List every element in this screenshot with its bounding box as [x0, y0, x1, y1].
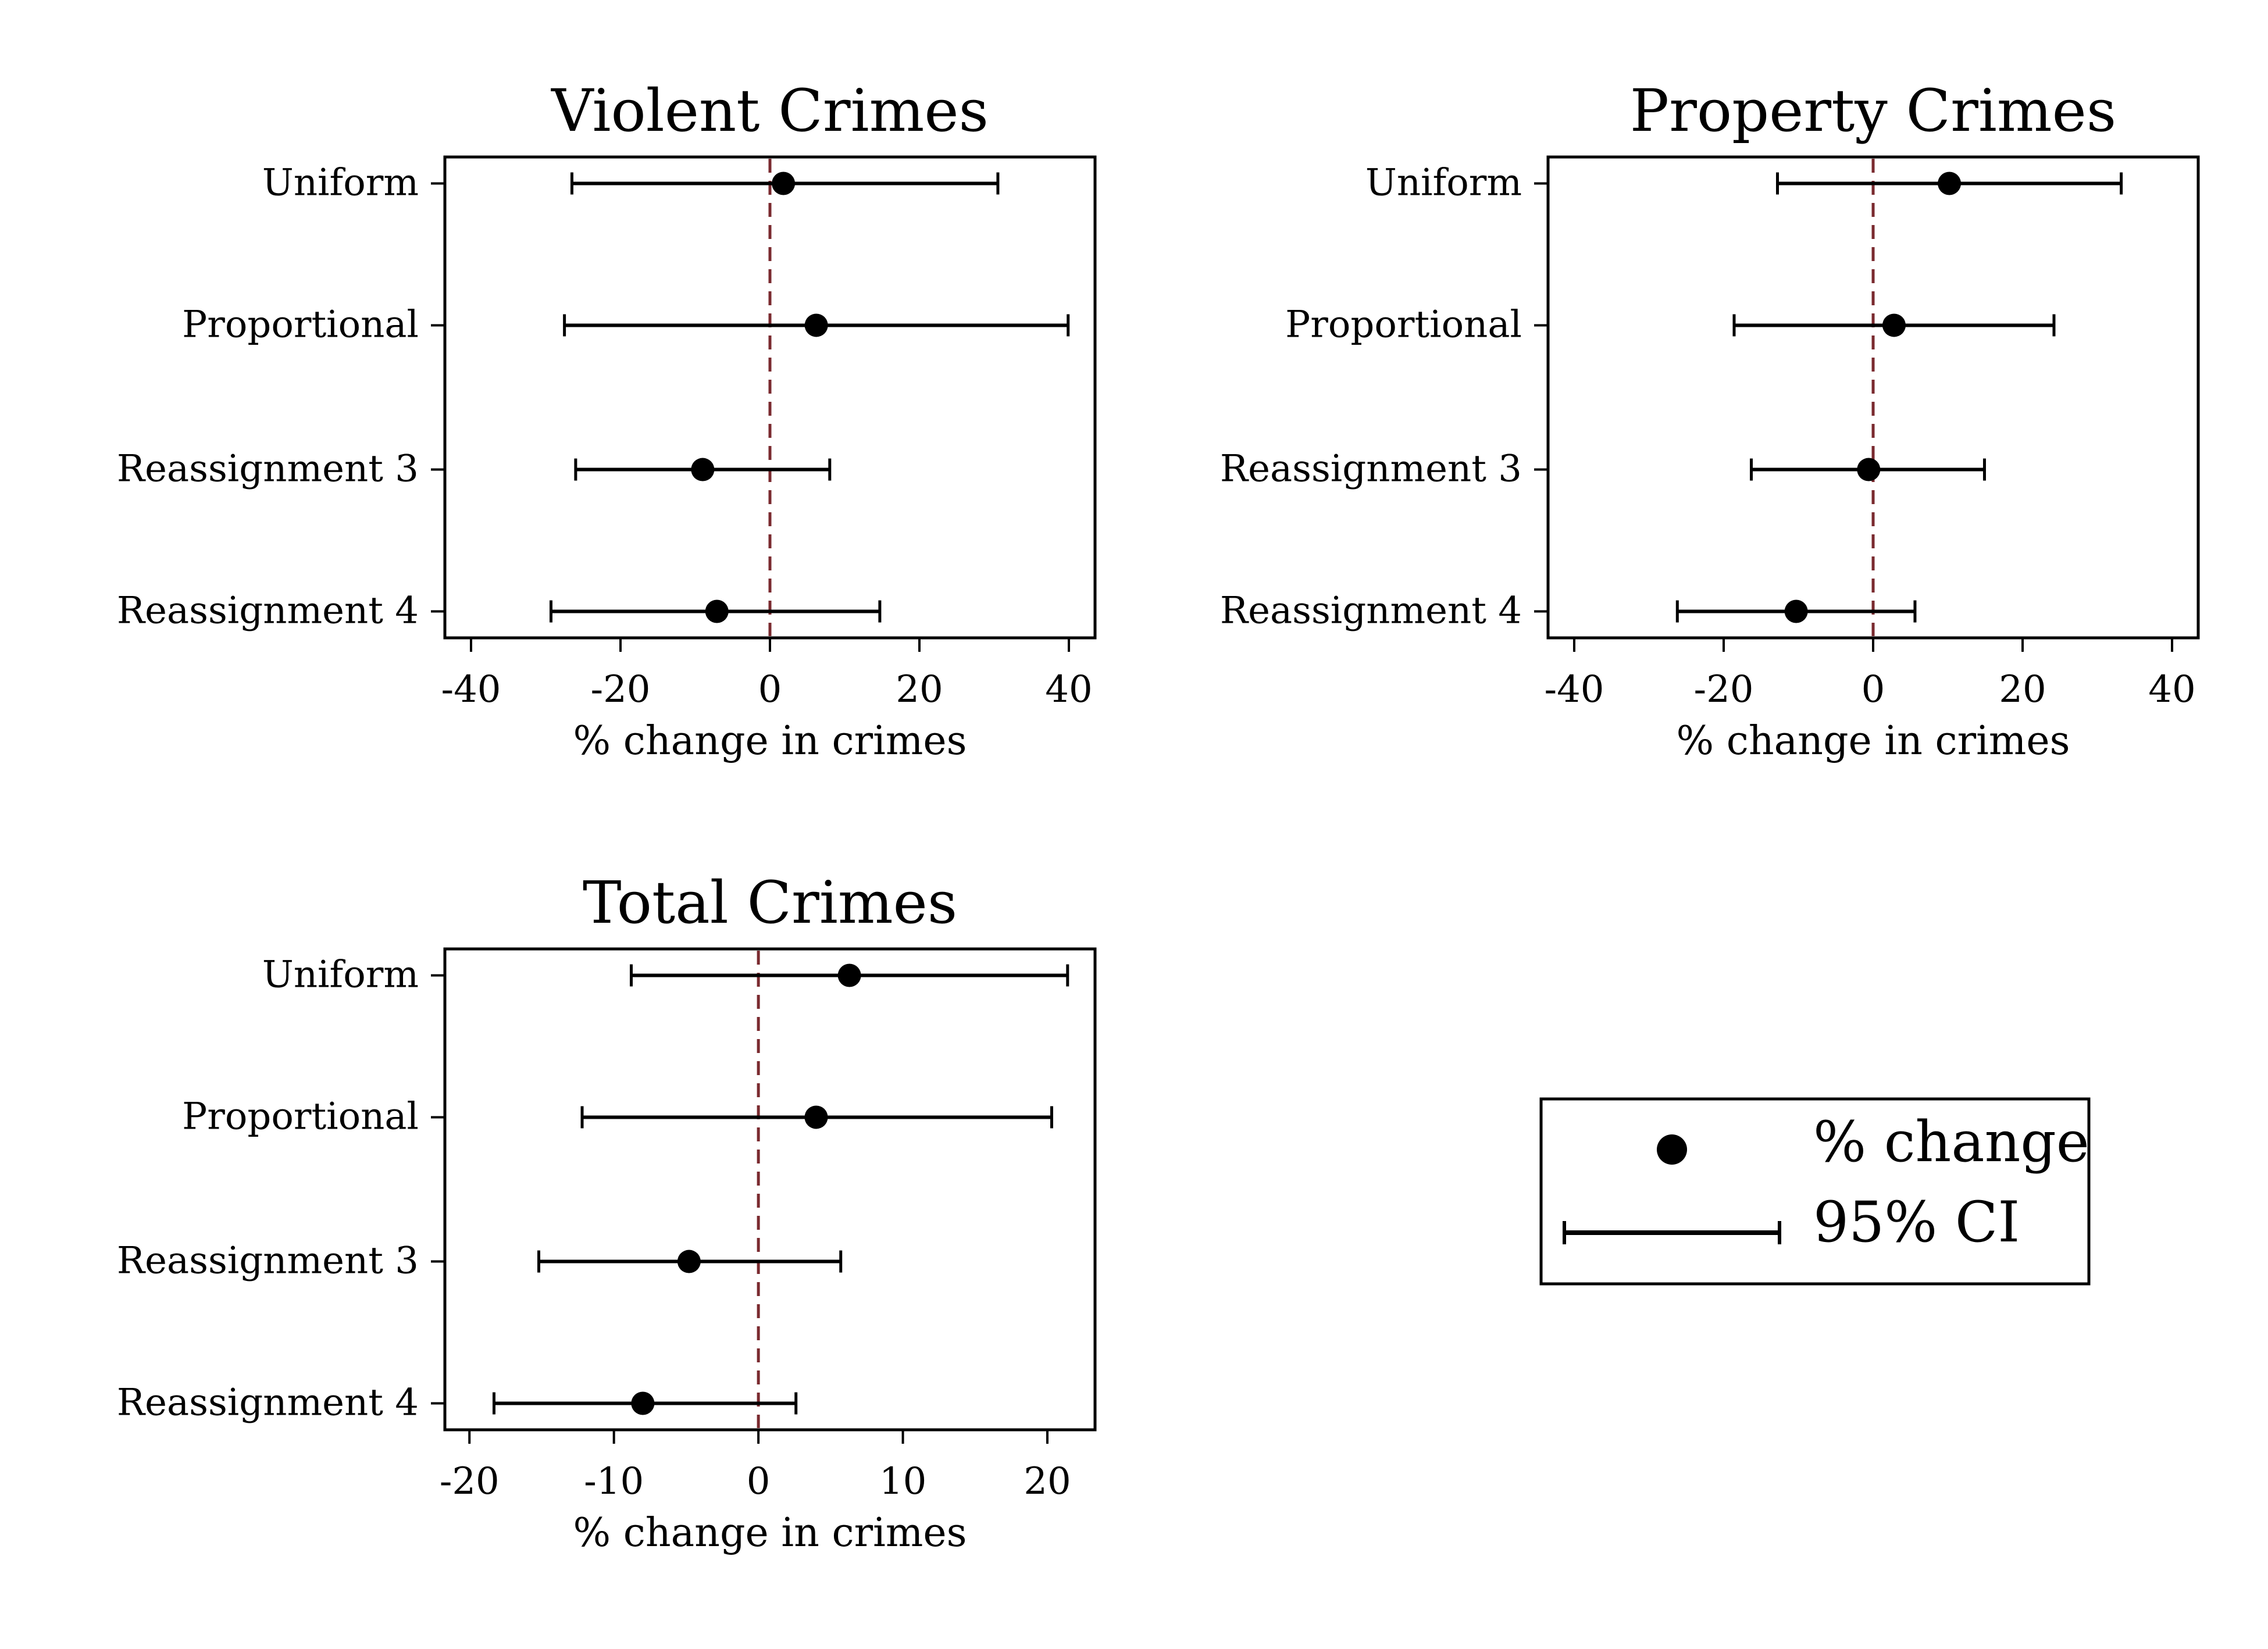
estimate-point: [837, 963, 861, 987]
x-tick-label: 20: [1024, 1460, 1071, 1503]
estimate-point: [772, 172, 796, 195]
estimate-point: [677, 1250, 701, 1273]
estimate-point: [1784, 599, 1808, 623]
legend-label-estimate: % change: [1813, 1109, 2089, 1175]
estimate-point: [1857, 458, 1881, 481]
chart-panel-1: Property Crimes -40 -20 0 20 40 % change in cr…: [1220, 77, 2200, 764]
x-tick-label: 0: [1862, 668, 1885, 711]
y-tick-label: Reassignment 4: [117, 1382, 419, 1425]
estimate-point: [1938, 172, 1962, 195]
y-tick-label: Proportional: [182, 303, 419, 346]
x-axis-label: % change in crimes: [573, 1510, 967, 1556]
y-tick-label: Uniform: [1365, 161, 1522, 204]
x-tick-label: 0: [758, 668, 782, 711]
y-tick-label: Reassignment 3: [1220, 448, 1522, 491]
x-axis-label: % change in crimes: [1677, 718, 2070, 764]
y-tick-label: Proportional: [1285, 303, 1522, 346]
y-tick-label: Reassignment 4: [117, 590, 419, 633]
x-tick-label: 20: [1999, 668, 2046, 711]
estimate-point: [804, 313, 828, 337]
chart-panel-0: Violent Crimes -40 -20 0 20 40 % change in cri…: [117, 77, 1097, 764]
x-tick-label: -40: [1544, 668, 1604, 711]
y-tick-label: Uniform: [262, 953, 419, 996]
x-tick-label: -10: [584, 1460, 644, 1503]
x-tick-label: 40: [2148, 668, 2195, 711]
estimate-point: [631, 1391, 655, 1415]
estimate-point: [1882, 313, 1906, 337]
x-tick-label: 0: [747, 1460, 771, 1503]
chart-panel-2: Total Crimes -20 -10 0 10 20 % change in crime…: [117, 869, 1097, 1556]
chart-title: Violent Crimes: [551, 77, 989, 145]
x-tick-label: -20: [1693, 668, 1753, 711]
x-tick-label: -40: [441, 668, 501, 711]
x-tick-label: -20: [440, 1460, 500, 1503]
x-tick-label: 10: [879, 1460, 926, 1503]
estimate-point: [691, 458, 715, 481]
y-tick-label: Uniform: [262, 161, 419, 204]
y-tick-label: Proportional: [182, 1095, 419, 1138]
estimate-point: [705, 599, 729, 623]
x-axis-label: % change in crimes: [573, 718, 967, 764]
legend-label-ci: 95% CI: [1813, 1190, 2020, 1255]
estimate-point: [804, 1105, 828, 1129]
y-tick-label: Reassignment 3: [117, 448, 419, 491]
y-tick-label: Reassignment 4: [1220, 590, 1522, 633]
y-tick-label: Reassignment 3: [117, 1240, 419, 1283]
x-tick-label: 20: [896, 668, 943, 711]
chart-title: Property Crimes: [1630, 77, 2116, 145]
plot-frame: [443, 947, 1097, 1432]
legend: % change 95% CI: [1539, 1097, 2091, 1286]
x-tick-label: 40: [1045, 668, 1092, 711]
legend-dot-marker: [1657, 1134, 1687, 1165]
chart-title: Total Crimes: [583, 869, 957, 937]
legend-box: [1539, 1097, 2091, 1286]
x-tick-label: -20: [590, 668, 650, 711]
